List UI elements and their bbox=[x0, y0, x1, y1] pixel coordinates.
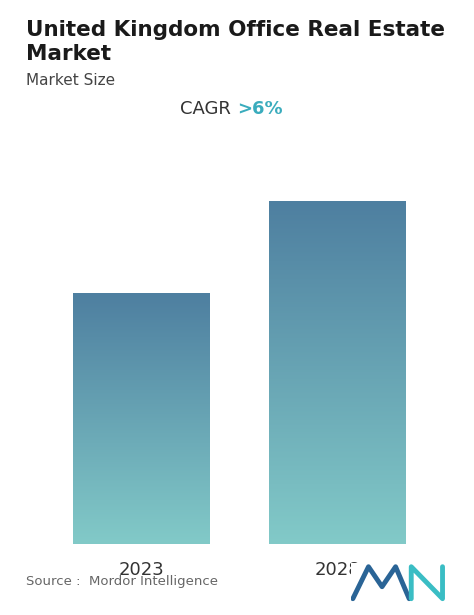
Text: Market Size: Market Size bbox=[26, 73, 115, 87]
Text: Source :  Mordor Intelligence: Source : Mordor Intelligence bbox=[26, 574, 218, 588]
Text: 2028: 2028 bbox=[315, 561, 360, 579]
Text: CAGR: CAGR bbox=[181, 100, 237, 119]
Text: 2023: 2023 bbox=[118, 561, 164, 579]
Text: >6%: >6% bbox=[237, 100, 283, 119]
Text: United Kingdom Office Real Estate
Market: United Kingdom Office Real Estate Market bbox=[26, 20, 445, 64]
